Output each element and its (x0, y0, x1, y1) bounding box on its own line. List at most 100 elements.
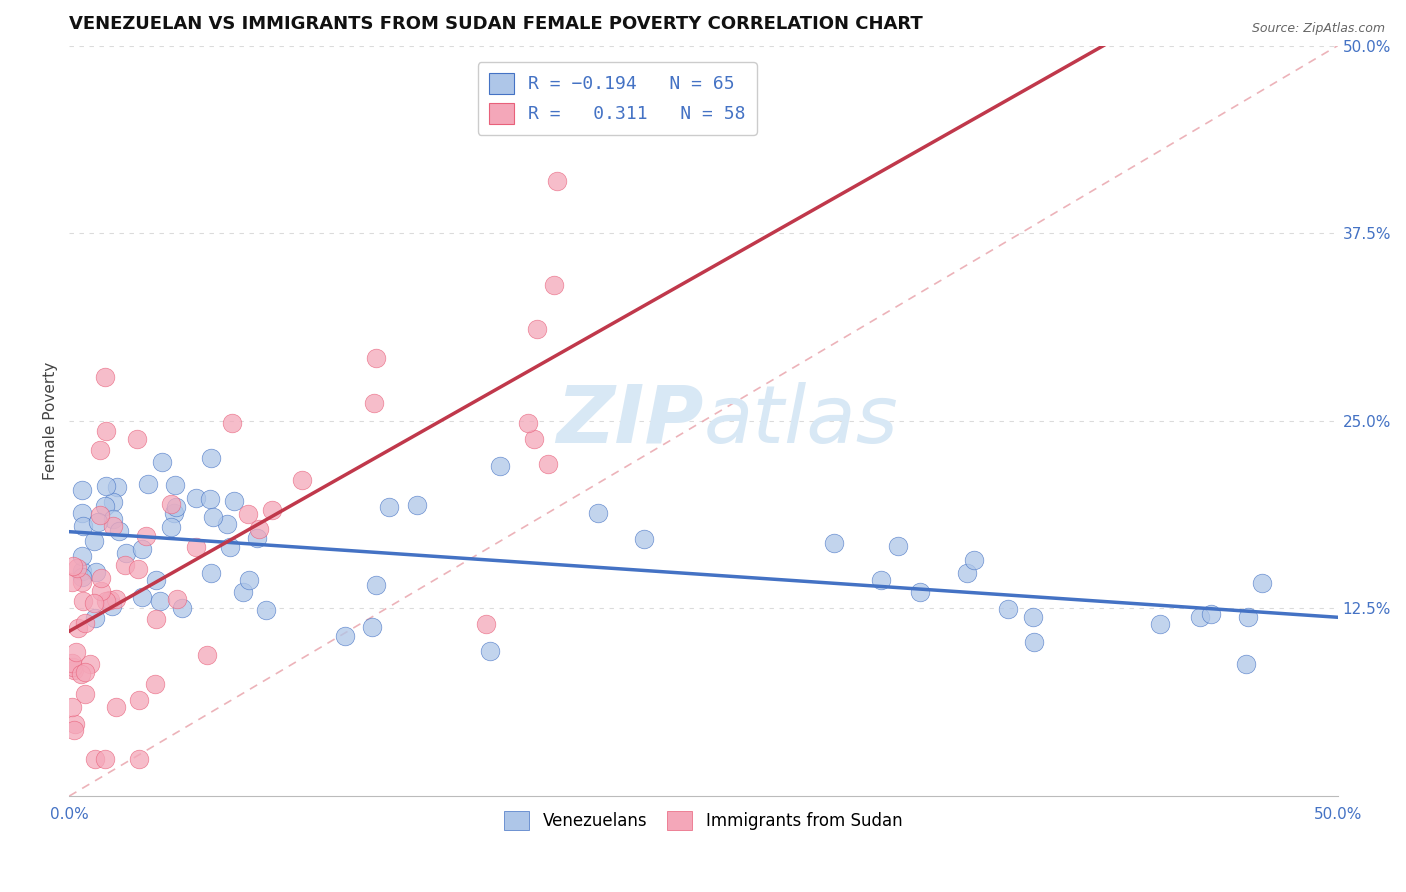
Text: ZIP: ZIP (555, 382, 703, 460)
Point (115, 546, 138, 560)
Text: VENEZUELAN VS IMMIGRANTS FROM SUDAN FEMALE POVERTY CORRELATION CHART: VENEZUELAN VS IMMIGRANTS FROM SUDAN FEMA… (69, 15, 922, 33)
Legend: Venezuelans, Immigrants from Sudan: Venezuelans, Immigrants from Sudan (498, 804, 910, 837)
Point (84, 751, 107, 765)
Point (114, 558, 136, 572)
Point (200, 566, 222, 581)
Point (65, 716, 87, 731)
Point (166, 591, 188, 606)
Point (149, 593, 172, 607)
Point (160, 497, 183, 511)
Point (94, 424, 117, 438)
Point (238, 574, 260, 588)
Point (62, 660, 84, 674)
Point (406, 498, 429, 512)
Point (523, 432, 546, 446)
Point (96, 478, 118, 492)
Point (105, 480, 128, 494)
Point (98, 593, 121, 607)
Point (256, 603, 278, 617)
Point (215, 517, 238, 532)
Point (291, 473, 314, 487)
Point (219, 540, 242, 554)
Point (63, 723, 86, 737)
Point (101, 519, 124, 533)
Point (73, 616, 96, 631)
Point (62, 558, 84, 573)
Point (479, 644, 502, 658)
Point (105, 700, 128, 714)
Point (83, 596, 105, 610)
Point (131, 591, 153, 605)
Point (537, 458, 560, 472)
Point (93, 370, 115, 384)
Point (1022, 610, 1045, 624)
Point (1250, 575, 1272, 590)
Point (131, 542, 153, 557)
Point (186, 491, 208, 505)
Point (101, 495, 124, 509)
Point (128, 693, 150, 707)
Point (84, 565, 107, 579)
Point (1234, 657, 1257, 671)
Point (150, 455, 173, 469)
Point (86, 515, 108, 529)
Point (100, 599, 122, 613)
Point (246, 531, 269, 545)
Point (70, 666, 93, 681)
Point (222, 494, 245, 508)
Point (89, 443, 111, 458)
Point (489, 458, 512, 473)
Point (60, 656, 83, 670)
Point (333, 629, 356, 643)
Point (1236, 610, 1258, 624)
Point (159, 520, 181, 534)
Point (363, 395, 385, 409)
Point (101, 511, 124, 525)
Point (517, 416, 540, 430)
Point (79, 657, 101, 672)
Point (586, 507, 609, 521)
Point (633, 532, 655, 546)
Point (1149, 616, 1171, 631)
Point (221, 416, 243, 430)
Point (90, 571, 112, 585)
Point (247, 522, 270, 536)
Point (136, 476, 159, 491)
Point (70, 569, 93, 583)
Point (65, 645, 87, 659)
Point (195, 648, 218, 663)
Point (70, 564, 93, 578)
Point (962, 553, 984, 567)
Point (94, 594, 117, 608)
Point (66, 621, 89, 635)
Point (526, 322, 548, 336)
Point (238, 507, 260, 521)
Point (72, 594, 94, 608)
Point (72, 518, 94, 533)
Point (65, 561, 87, 575)
Y-axis label: Female Poverty: Female Poverty (44, 362, 58, 480)
Point (1199, 607, 1222, 622)
Point (70, 549, 93, 563)
Point (908, 584, 931, 599)
Point (201, 509, 224, 524)
Point (105, 592, 128, 607)
Point (125, 432, 148, 446)
Point (94, 751, 117, 765)
Point (63, 663, 86, 677)
Point (83, 533, 105, 548)
Point (128, 751, 150, 765)
Point (170, 600, 193, 615)
Point (262, 503, 284, 517)
Point (60, 700, 83, 714)
Point (1188, 609, 1211, 624)
Point (886, 539, 908, 553)
Point (184, 540, 207, 554)
Point (475, 616, 498, 631)
Point (1024, 634, 1046, 648)
Text: atlas: atlas (703, 382, 898, 460)
Point (93, 499, 115, 513)
Point (73, 665, 96, 679)
Point (198, 491, 221, 506)
Point (166, 500, 188, 514)
